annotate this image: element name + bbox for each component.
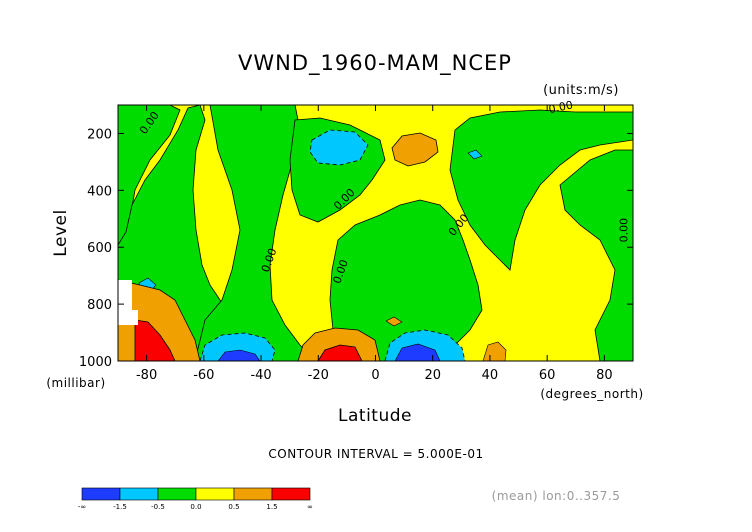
colorbar-label: 1.5 bbox=[266, 503, 277, 511]
orange-region-upper bbox=[391, 132, 439, 167]
colorbar: -∞ -1.5 -0.5 0.0 0.5 1.5 ∞ bbox=[78, 487, 313, 511]
x-axis-units: (degrees_north) bbox=[540, 387, 643, 401]
green-region-nh-east bbox=[559, 149, 633, 361]
x-tick-label: 80 bbox=[596, 368, 613, 383]
x-tick-label: 60 bbox=[539, 368, 556, 383]
x-axis: -80 -60 -40 -20 0 20 40 60 80 bbox=[136, 105, 613, 383]
footer-note: (mean) lon:0..357.5 bbox=[492, 489, 621, 503]
x-axis-label: Latitude bbox=[338, 406, 412, 426]
colorbar-swatch bbox=[81, 487, 121, 501]
red-region-sh-surface bbox=[134, 319, 176, 361]
x-tick-label: 20 bbox=[424, 368, 441, 383]
y-tick-label: 800 bbox=[87, 298, 112, 313]
colorbar-swatch bbox=[195, 487, 235, 501]
plot-area bbox=[118, 105, 633, 361]
contour-label: 0.00 bbox=[617, 218, 630, 243]
contour-label: 0.00 bbox=[547, 98, 574, 116]
orange-region-nh-surface bbox=[482, 341, 507, 361]
chart-title: VWND_1960-MAM_NCEP bbox=[238, 51, 512, 76]
y-tick-label: 400 bbox=[87, 184, 112, 199]
red-region-surface bbox=[317, 344, 363, 361]
y-tick-label: 200 bbox=[87, 127, 112, 142]
colorbar-swatch bbox=[233, 487, 273, 501]
colorbar-swatch bbox=[119, 487, 159, 501]
x-tick-label: -80 bbox=[136, 368, 157, 383]
colorbar-label: -1.5 bbox=[113, 503, 127, 511]
cyan-region-small-dot bbox=[467, 149, 483, 160]
missing-data-region bbox=[118, 280, 138, 325]
blue-region-sh-surface bbox=[217, 349, 261, 361]
colorbar-swatch bbox=[271, 487, 311, 501]
y-axis-label: Level bbox=[51, 209, 71, 256]
green-region-nh-upper bbox=[449, 109, 633, 271]
x-tick-label: -40 bbox=[250, 368, 271, 383]
x-tick-label: -60 bbox=[193, 368, 214, 383]
colorbar-label: 0.5 bbox=[228, 503, 239, 511]
blue-region-nh-surface bbox=[394, 343, 441, 361]
colorbar-label: 0.0 bbox=[190, 503, 201, 511]
colorbar-swatch bbox=[157, 487, 197, 501]
y-tick-label: 600 bbox=[87, 241, 112, 256]
orange-region-small bbox=[385, 316, 403, 327]
cyan-region-sh-surface bbox=[199, 332, 276, 361]
colorbar-label: -0.5 bbox=[151, 503, 165, 511]
colorbar-label: ∞ bbox=[307, 503, 313, 511]
orange-region-surface bbox=[297, 327, 381, 361]
colorbar-label: -∞ bbox=[78, 503, 86, 511]
y-axis-units: (millibar) bbox=[46, 376, 105, 390]
cyan-region-upper bbox=[309, 129, 369, 166]
contour-interval-note: CONTOUR INTERVAL = 5.000E-01 bbox=[268, 447, 483, 461]
x-tick-label: -20 bbox=[308, 368, 329, 383]
chart-units: (units:m/s) bbox=[543, 83, 619, 98]
x-tick-label: 40 bbox=[482, 368, 499, 383]
x-tick-label: 0 bbox=[371, 368, 379, 383]
y-tick-label: 1000 bbox=[79, 355, 112, 370]
y-axis: 200 400 600 800 1000 bbox=[79, 127, 633, 370]
